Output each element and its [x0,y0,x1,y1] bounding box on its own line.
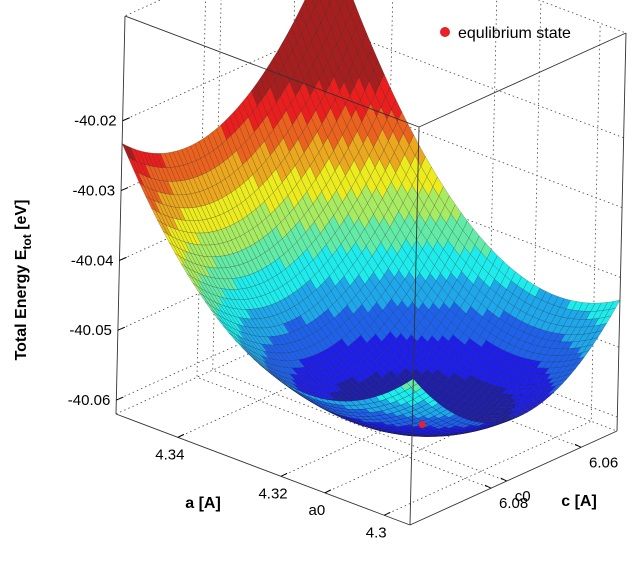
z-axis-label-subscript: tot [20,234,34,249]
a-axis-label: a [A] [185,495,221,512]
z-tick-label-3: -40.05 [69,322,112,339]
c-axis-label: c [A] [561,493,597,510]
z-tick-mark-4 [116,396,124,401]
z-gridline-0 [122,26,624,139]
back-edge-1 [124,0,162,17]
c-tick-label-0: 6.06 [589,454,618,471]
c-gridline-1 [196,0,492,489]
c-tick-mark-1 [484,484,492,489]
legend-label: equlibrium state [458,25,571,42]
surface-patch [328,0,332,5]
a-tick-label-0: 4.34 [155,446,184,463]
legend: equlibrium state [440,25,571,42]
z-tick-label-1: -40.03 [73,183,116,200]
a-tick-mark-0 [177,433,185,438]
surface-patch [406,378,418,388]
energy-surface [121,0,621,437]
c-tick-label-2: c0 [515,488,531,505]
z-gridline-2 [119,165,621,278]
equilibrium-point-0 [418,420,426,428]
back-edge-4 [322,319,618,432]
back-edge-0 [537,0,627,34]
front-edge-6 [616,32,627,432]
front-box-edges [115,15,627,526]
a-tick-mark-2 [324,489,332,494]
c-tick-mark-0 [574,443,582,448]
z-tick-label-2: -40.04 [71,252,114,269]
z-axis-label-unit: [eV] [13,200,30,235]
c-gridline-2 [212,0,507,482]
a-tick-label-2: a0 [309,502,326,519]
z-axis-label: Total Energy Etot [eV] [13,200,34,361]
a-tick-label-1: 4.32 [258,485,287,502]
equilibrium-markers [418,420,426,428]
z-gridline-1 [120,96,623,208]
z-tick-label-0: -40.02 [74,113,117,130]
c-tick-mark-2 [500,477,507,482]
front-edge-5 [409,126,420,526]
z-tick-mark-3 [117,326,126,331]
z-tick-mark-0 [122,117,130,122]
front-edge-2 [115,413,411,526]
front-edge-3 [409,430,618,526]
front-edge-4 [115,15,126,415]
a-axis-ticks: 4.34 4.32 a0 4.3 [155,433,391,541]
a-tick-mark-3 [383,511,391,516]
z-tick-mark-2 [119,256,127,261]
front-edge-0 [124,15,420,128]
z-tick-mark-1 [120,187,129,192]
front-edge-1 [418,32,627,128]
c-tick-label-1: 6.08 [499,495,528,512]
z-axis-ticks: -40.02 -40.03 -40.04 -40.05 -40.06 [68,113,130,409]
a-tick-mark-1 [280,472,288,477]
a-tick-label-3: 4.3 [366,524,387,541]
legend-marker [440,27,450,37]
z-tick-label-4: -40.06 [68,392,111,409]
